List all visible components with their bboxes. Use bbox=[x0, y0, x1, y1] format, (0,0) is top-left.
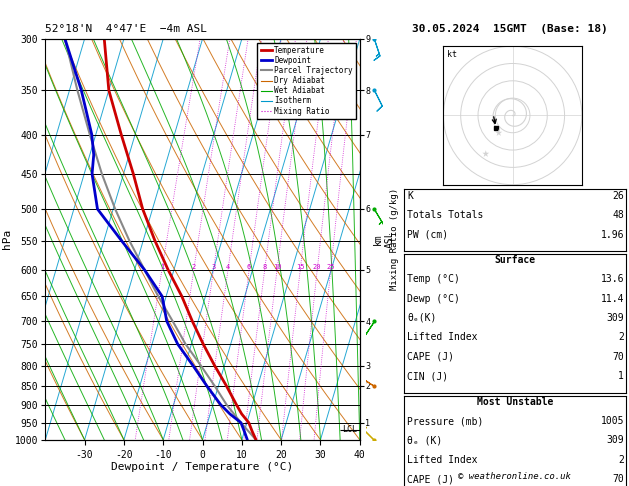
Text: Pressure (mb): Pressure (mb) bbox=[407, 416, 483, 426]
Text: 30.05.2024  15GMT  (Base: 18): 30.05.2024 15GMT (Base: 18) bbox=[412, 24, 608, 34]
Text: 1005: 1005 bbox=[601, 416, 624, 426]
Text: θₑ (K): θₑ (K) bbox=[407, 435, 442, 446]
Text: CAPE (J): CAPE (J) bbox=[407, 474, 454, 485]
Text: 1.96: 1.96 bbox=[601, 230, 624, 240]
Text: kt: kt bbox=[447, 50, 457, 58]
Text: Mixing Ratio (g/kg): Mixing Ratio (g/kg) bbox=[390, 188, 399, 291]
Text: 11.4: 11.4 bbox=[601, 294, 624, 304]
Text: 1: 1 bbox=[160, 264, 164, 270]
Legend: Temperature, Dewpoint, Parcel Trajectory, Dry Adiabat, Wet Adiabat, Isotherm, Mi: Temperature, Dewpoint, Parcel Trajectory… bbox=[257, 43, 356, 119]
Text: 2: 2 bbox=[618, 332, 624, 343]
Text: Dewp (°C): Dewp (°C) bbox=[407, 294, 460, 304]
Text: Totals Totals: Totals Totals bbox=[407, 210, 483, 221]
Text: 13.6: 13.6 bbox=[601, 274, 624, 284]
Text: CAPE (J): CAPE (J) bbox=[407, 352, 454, 362]
Text: 70: 70 bbox=[612, 352, 624, 362]
Text: Surface: Surface bbox=[494, 255, 535, 265]
Text: K: K bbox=[407, 191, 413, 201]
Y-axis label: km
ASL: km ASL bbox=[373, 230, 395, 248]
Text: 70: 70 bbox=[612, 474, 624, 485]
Text: 26: 26 bbox=[612, 191, 624, 201]
Text: 15: 15 bbox=[296, 264, 304, 270]
Y-axis label: hPa: hPa bbox=[2, 229, 12, 249]
Text: © weatheronline.co.uk: © weatheronline.co.uk bbox=[459, 472, 571, 481]
Text: Most Unstable: Most Unstable bbox=[477, 397, 553, 407]
Text: 20: 20 bbox=[313, 264, 321, 270]
Text: 2: 2 bbox=[618, 455, 624, 465]
Text: ★: ★ bbox=[481, 147, 489, 160]
Text: 8: 8 bbox=[262, 264, 267, 270]
Text: Temp (°C): Temp (°C) bbox=[407, 274, 460, 284]
Text: 2: 2 bbox=[192, 264, 196, 270]
Text: 10: 10 bbox=[273, 264, 281, 270]
Text: 48: 48 bbox=[612, 210, 624, 221]
Text: Lifted Index: Lifted Index bbox=[407, 455, 477, 465]
Text: 309: 309 bbox=[606, 435, 624, 446]
Text: θₑ(K): θₑ(K) bbox=[407, 313, 437, 323]
Text: 309: 309 bbox=[606, 313, 624, 323]
Text: 6: 6 bbox=[247, 264, 251, 270]
Text: 4: 4 bbox=[226, 264, 230, 270]
Text: 3: 3 bbox=[211, 264, 216, 270]
Text: 1: 1 bbox=[618, 371, 624, 382]
Text: LCL: LCL bbox=[342, 425, 357, 434]
Text: PW (cm): PW (cm) bbox=[407, 230, 448, 240]
Text: ★: ★ bbox=[495, 126, 503, 139]
Text: 52°18'N  4°47'E  −4m ASL: 52°18'N 4°47'E −4m ASL bbox=[45, 24, 208, 34]
X-axis label: Dewpoint / Temperature (°C): Dewpoint / Temperature (°C) bbox=[111, 462, 294, 472]
Text: 25: 25 bbox=[326, 264, 335, 270]
Text: Lifted Index: Lifted Index bbox=[407, 332, 477, 343]
Text: CIN (J): CIN (J) bbox=[407, 371, 448, 382]
